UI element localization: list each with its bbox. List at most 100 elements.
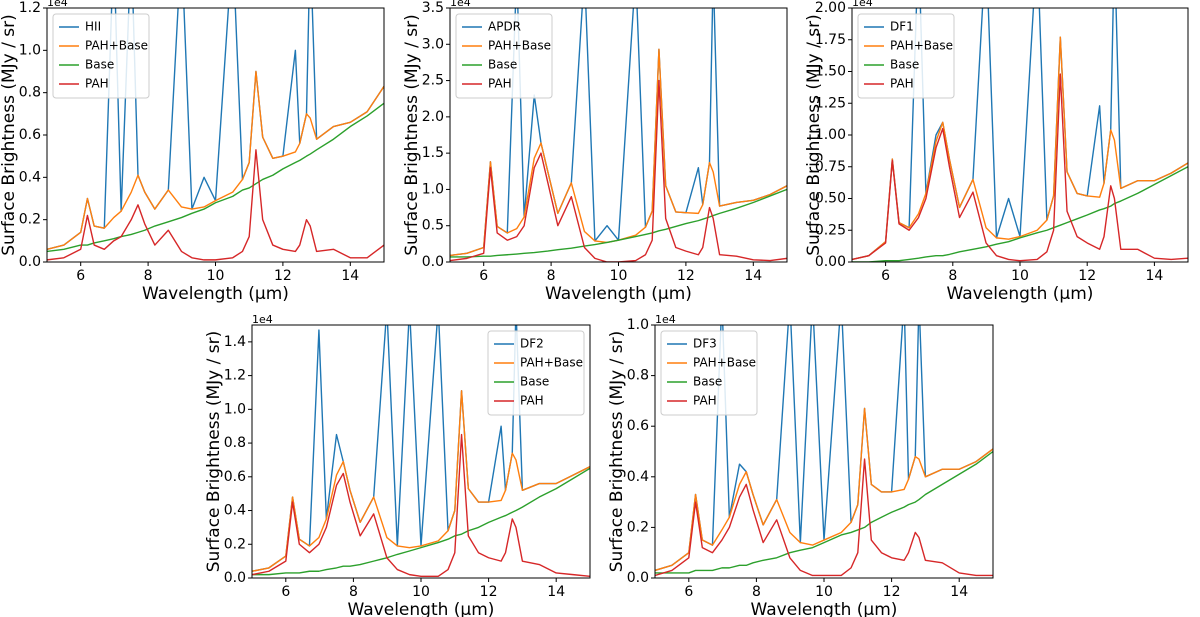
x-tick-label: 12 [1078, 268, 1096, 284]
y-axis-label: Surface Brightness (MJy / sr) [804, 14, 824, 256]
x-tick-label: 10 [1011, 268, 1029, 284]
x-tick-label: 10 [412, 584, 430, 600]
series-line [852, 36, 1188, 261]
y-tick-label: 0.2 [627, 519, 649, 535]
plot-area [852, 8, 1188, 262]
y-tick-label: 0.6 [627, 418, 649, 434]
y-tick-label: 2.5 [422, 73, 444, 89]
y-tick-label: 0.0 [224, 570, 246, 586]
legend-label: Base [488, 58, 517, 72]
y-tick-label: 0.50 [815, 191, 846, 207]
y-tick-label: 1.75 [815, 32, 846, 48]
y-tick-label: 1.0 [224, 401, 246, 417]
x-tick-label: 6 [76, 268, 85, 284]
x-axis-label: Wavelength (μm) [142, 284, 289, 304]
y-tick-label: 0.2 [224, 536, 246, 552]
y-tick-label: 0.4 [627, 469, 649, 485]
panel: 6 8 10 12 14 0.0 0.2 0.4 0.6 0.8 1.0 1.2 1.4 1e4 Wavel… [204, 313, 591, 617]
plot-area [655, 325, 993, 577]
legend-box [660, 330, 758, 416]
series-line [47, 70, 384, 250]
y-tick-label: 1.0 [627, 317, 649, 333]
x-tick-label: 6 [281, 584, 290, 600]
y-tick-label: 1.2 [224, 368, 246, 384]
offset-label: 1e4 [655, 313, 676, 326]
legend-label: PAH+Base [520, 356, 583, 370]
y-tick-label: 1.00 [815, 127, 846, 143]
y-tick-label: 0.0 [422, 254, 444, 270]
series-line [450, 188, 787, 258]
legend-label: PAH [520, 394, 544, 408]
x-axis-label: Wavelength (μm) [545, 284, 692, 304]
x-tick-label: 10 [207, 268, 225, 284]
y-tick-label: 0.4 [19, 169, 41, 185]
legend-label: Base [890, 58, 919, 72]
y-tick-label: 1.0 [422, 181, 444, 197]
y-tick-label: 1.4 [224, 334, 246, 350]
series-line [852, 73, 1188, 262]
legend: DF2 PAH+Base Base PAH [487, 330, 585, 416]
legend-label: PAH+Base [890, 39, 953, 53]
legend-label: APDR [488, 20, 521, 34]
y-tick-label: 0.8 [224, 435, 246, 451]
legend-label: Base [693, 375, 722, 389]
x-tick-label: 14 [950, 584, 968, 600]
legend-label: PAH+Base [693, 356, 756, 370]
legend-label: PAH [488, 77, 512, 91]
x-tick-label: 12 [480, 584, 498, 600]
y-tick-label: 1.5 [422, 145, 444, 161]
legend-label: PAH [890, 77, 914, 91]
legend: DF3 PAH+Base Base PAH [660, 330, 758, 416]
offset-label: 1e4 [252, 313, 273, 326]
series-line [655, 407, 993, 572]
series-line [852, 166, 1188, 262]
y-tick-label: 0.6 [224, 469, 246, 485]
y-tick-label: 2.00 [815, 0, 846, 16]
y-tick-label: 0.5 [422, 218, 444, 234]
y-tick-label: 1.0 [19, 42, 41, 58]
offset-label: 1e4 [852, 0, 873, 9]
legend: DF1 PAH+Base Base PAH [857, 13, 955, 99]
x-tick-label: 8 [349, 584, 358, 600]
legend-label: DF3 [693, 337, 717, 351]
x-tick-label: 6 [479, 268, 488, 284]
y-tick-label: 0.6 [19, 127, 41, 143]
y-axis-label: Surface Brightness (MJy / sr) [204, 331, 224, 573]
x-tick-label: 12 [883, 584, 901, 600]
legend-label: DF1 [890, 20, 914, 34]
y-tick-label: 0.8 [19, 85, 41, 101]
legend-label: PAH [85, 77, 109, 91]
x-axis-label: Wavelength (μm) [348, 600, 495, 617]
x-axis-label: Wavelength (μm) [751, 600, 898, 617]
legend-box [487, 330, 585, 416]
y-tick-label: 0.0 [627, 570, 649, 586]
x-axis-label: Wavelength (μm) [947, 284, 1094, 304]
offset-label: 1e4 [47, 0, 68, 9]
x-tick-label: 10 [815, 584, 833, 600]
legend-box [857, 13, 955, 99]
legend-label: DF2 [520, 337, 544, 351]
series-line [252, 467, 590, 576]
x-tick-label: 8 [144, 268, 153, 284]
x-tick-label: 14 [341, 268, 359, 284]
legend-label: PAH+Base [488, 39, 551, 53]
legend: HII PAH+Base Base PAH [52, 13, 150, 99]
x-tick-label: 6 [881, 268, 890, 284]
x-tick-label: 14 [1145, 268, 1163, 284]
series-line [47, 102, 384, 253]
y-tick-label: 3.0 [422, 36, 444, 52]
y-tick-label: 1.25 [815, 95, 846, 111]
y-axis-label: Surface Brightness (MJy / sr) [607, 331, 627, 573]
series-line [252, 433, 590, 578]
y-tick-label: 0.2 [19, 212, 41, 228]
series-line [47, 149, 384, 261]
y-tick-label: 1.50 [815, 64, 846, 80]
y-tick-label: 0.4 [224, 503, 246, 519]
x-tick-label: 8 [752, 584, 761, 600]
legend-label: PAH+Base [85, 39, 148, 53]
x-tick-label: 6 [684, 584, 693, 600]
x-tick-label: 14 [744, 268, 762, 284]
x-tick-label: 12 [274, 268, 292, 284]
legend-label: HII [85, 20, 101, 34]
